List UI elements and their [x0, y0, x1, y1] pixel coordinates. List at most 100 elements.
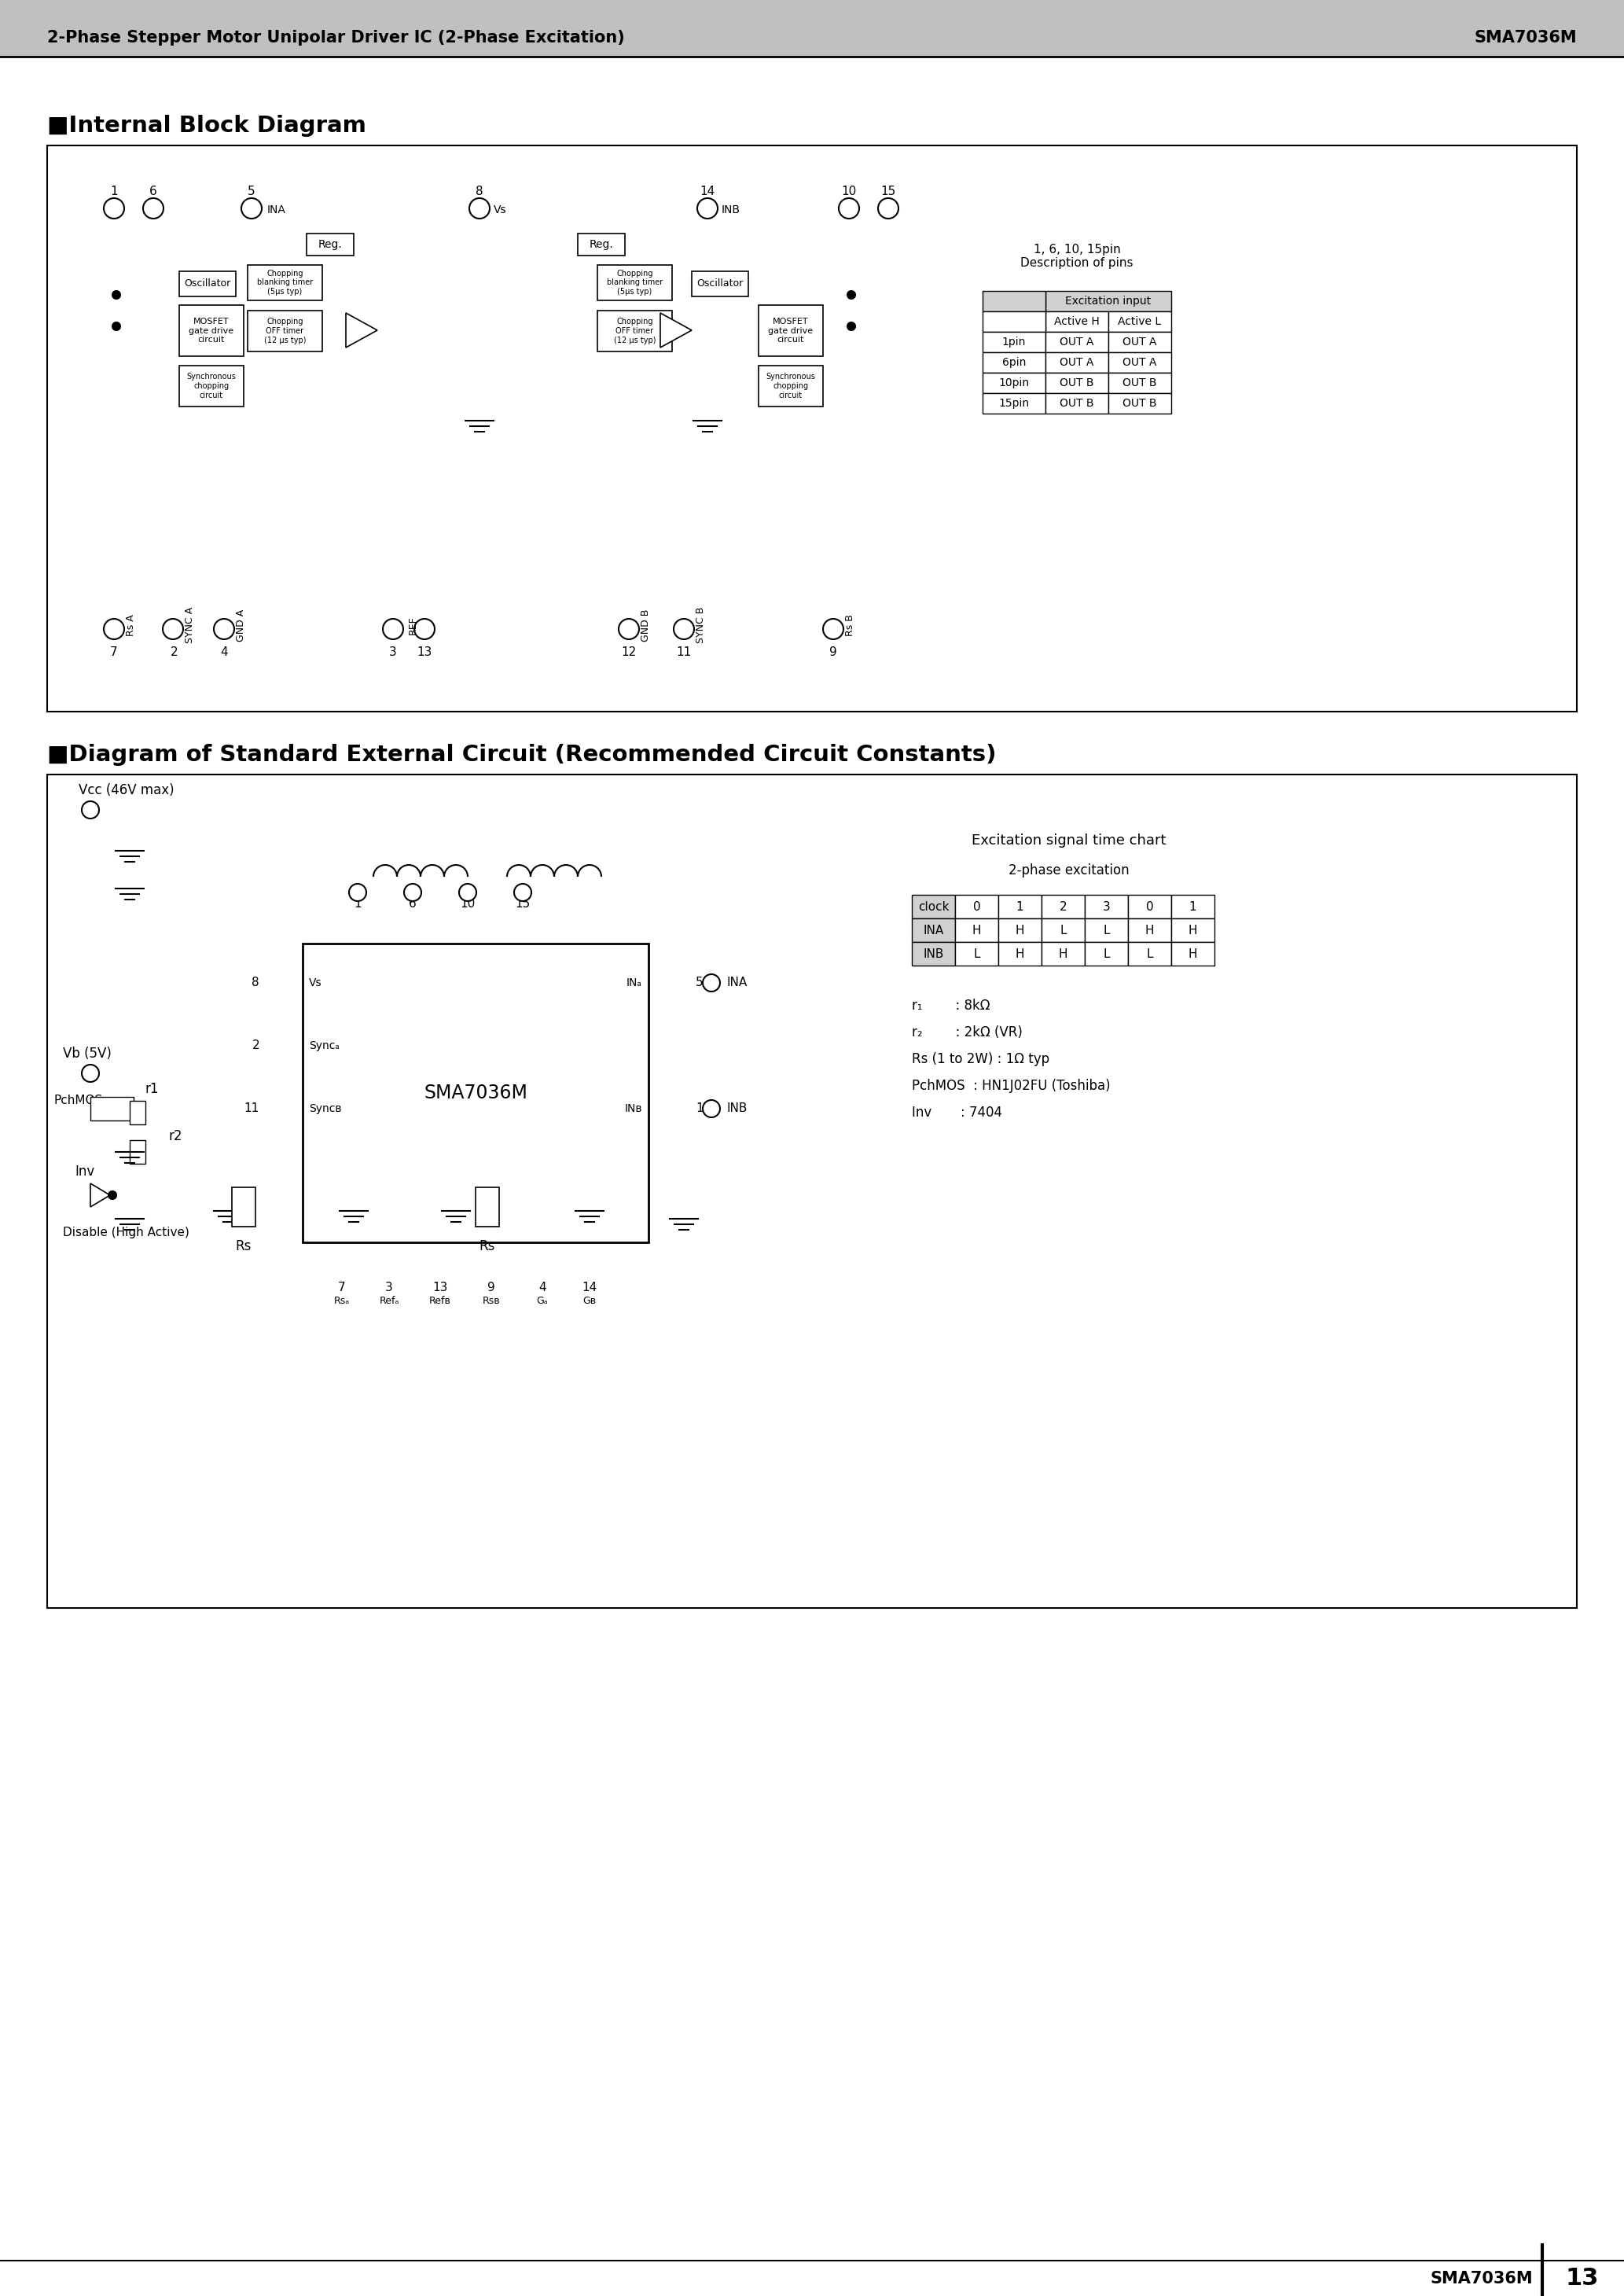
Bar [1108, 393, 1171, 413]
Text: L: L [973, 948, 979, 960]
Text: Syncₐ: Syncₐ [309, 1040, 339, 1052]
Text: Rs A: Rs A [125, 615, 136, 636]
Circle shape [703, 1100, 719, 1118]
Text: 14: 14 [700, 186, 715, 197]
Circle shape [879, 197, 898, 218]
Bar [983, 292, 1046, 312]
Text: INA: INA [268, 204, 286, 216]
Bar [1171, 918, 1215, 941]
Bar [247, 310, 322, 351]
Bar [578, 234, 625, 255]
Bar [179, 305, 244, 356]
Circle shape [214, 620, 234, 638]
Text: Vb (5V): Vb (5V) [63, 1047, 112, 1061]
Polygon shape [661, 312, 692, 347]
Bar [955, 941, 999, 967]
Text: OUT A: OUT A [1122, 338, 1156, 347]
Circle shape [848, 292, 856, 298]
Circle shape [383, 620, 403, 638]
Text: H: H [1059, 948, 1067, 960]
Circle shape [848, 321, 856, 331]
Bar [307, 234, 354, 255]
Text: 1: 1 [1189, 900, 1197, 912]
Text: Rs: Rs [479, 1240, 495, 1254]
Bar [47, 145, 1577, 712]
Text: 0: 0 [1147, 900, 1153, 912]
Text: Excitation signal time chart: Excitation signal time chart [971, 833, 1166, 847]
Text: SMA7036M: SMA7036M [1431, 2271, 1533, 2287]
Bar [758, 305, 823, 356]
Text: Refʙ: Refʙ [429, 1297, 451, 1306]
Text: OUT B: OUT B [1122, 377, 1156, 388]
Text: INA: INA [922, 925, 944, 937]
Text: 8: 8 [252, 978, 260, 990]
Text: H: H [973, 925, 981, 937]
Bar [1171, 895, 1215, 918]
Text: Gₐ: Gₐ [536, 1297, 549, 1306]
Text: PchMOS: PchMOS [54, 1095, 102, 1107]
Text: Rs B: Rs B [844, 613, 856, 636]
Text: H: H [1189, 948, 1197, 960]
Text: Oscillator: Oscillator [184, 278, 231, 289]
Bar [1046, 333, 1108, 351]
Bar [911, 918, 955, 941]
Bar [1129, 941, 1171, 967]
Text: OUT B: OUT B [1060, 377, 1095, 388]
Text: L: L [1060, 925, 1067, 937]
Bar [983, 372, 1046, 393]
Bar [955, 918, 999, 941]
Bar [1046, 312, 1108, 333]
Text: INB: INB [728, 1102, 747, 1114]
Bar [179, 365, 244, 406]
Text: 9: 9 [830, 647, 836, 659]
Text: 15pin: 15pin [999, 397, 1030, 409]
Text: Reg.: Reg. [318, 239, 343, 250]
Text: Disable (High Active): Disable (High Active) [63, 1226, 190, 1238]
Text: 1: 1 [354, 898, 362, 909]
Text: SYNC B: SYNC B [695, 606, 706, 643]
Text: 4: 4 [221, 647, 227, 659]
Text: H: H [1189, 925, 1197, 937]
Bar [1129, 895, 1171, 918]
Text: INB: INB [922, 948, 944, 960]
Text: Rsₐ: Rsₐ [335, 1297, 349, 1306]
Text: 6pin: 6pin [1002, 356, 1026, 367]
Text: Gʙ: Gʙ [583, 1297, 596, 1306]
Text: Vcc (46V max): Vcc (46V max) [78, 783, 174, 797]
Text: 1pin: 1pin [1002, 338, 1026, 347]
Text: 6: 6 [149, 186, 158, 197]
Bar [179, 271, 235, 296]
Bar [1046, 351, 1108, 372]
Circle shape [414, 620, 435, 638]
Text: 1: 1 [110, 186, 119, 197]
Text: GND A: GND A [235, 608, 247, 641]
Text: REF: REF [408, 615, 417, 634]
Bar [1108, 372, 1171, 393]
Text: 2: 2 [171, 647, 179, 659]
Text: H: H [1015, 925, 1025, 937]
Text: INₐ: INₐ [627, 978, 641, 987]
Bar [91, 1097, 133, 1120]
Circle shape [404, 884, 421, 900]
Bar [302, 944, 648, 1242]
Text: 4: 4 [539, 1281, 546, 1295]
Text: Rsʙ: Rsʙ [482, 1297, 500, 1306]
Text: 3: 3 [1103, 900, 1111, 912]
Text: r2: r2 [169, 1130, 184, 1143]
Circle shape [469, 197, 490, 218]
Bar [1108, 333, 1171, 351]
Text: ■Diagram of Standard External Circuit (Recommended Circuit Constants): ■Diagram of Standard External Circuit (R… [47, 744, 997, 767]
Bar [911, 895, 955, 918]
Bar [476, 1187, 499, 1226]
Bar [1085, 941, 1129, 967]
Bar [1046, 372, 1108, 393]
Text: 14: 14 [581, 1281, 598, 1295]
Bar [172, 225, 896, 608]
Text: OUT B: OUT B [1060, 397, 1095, 409]
Circle shape [619, 620, 640, 638]
Text: ■Internal Block Diagram: ■Internal Block Diagram [47, 115, 365, 138]
Text: L: L [1103, 925, 1109, 937]
Bar [598, 310, 672, 351]
Bar [983, 312, 1046, 333]
Text: 1: 1 [1017, 900, 1023, 912]
